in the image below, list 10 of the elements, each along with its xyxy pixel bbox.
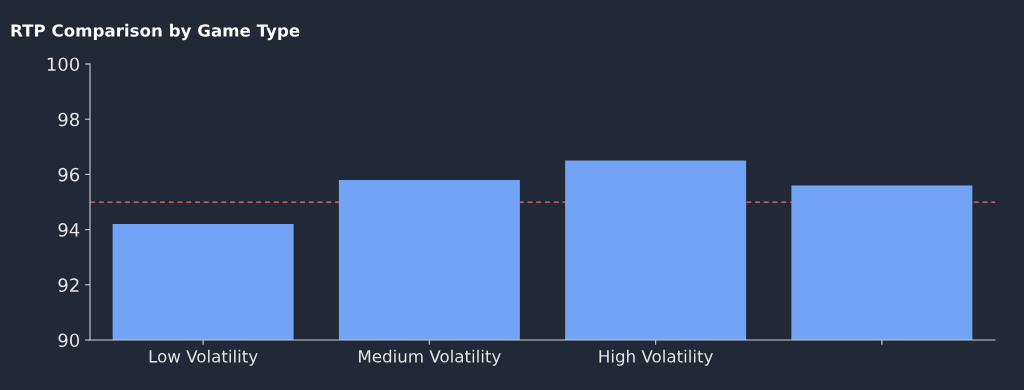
x-tick-label: High Volatility	[599, 349, 713, 366]
chart-title: RTP Comparison by Game Type	[11, 23, 300, 41]
x-tick-label: Low Volatility	[149, 349, 258, 366]
y-tick-label: 92	[58, 278, 79, 292]
y-tick-label: 98	[58, 112, 80, 127]
x-tick-label: Medium Volatility	[359, 349, 501, 366]
y-tick-label: 90	[58, 333, 80, 348]
y-tick-label: 96	[58, 167, 80, 182]
y-tick-label: 94	[58, 223, 80, 237]
y-tick-label: 100	[47, 57, 80, 72]
